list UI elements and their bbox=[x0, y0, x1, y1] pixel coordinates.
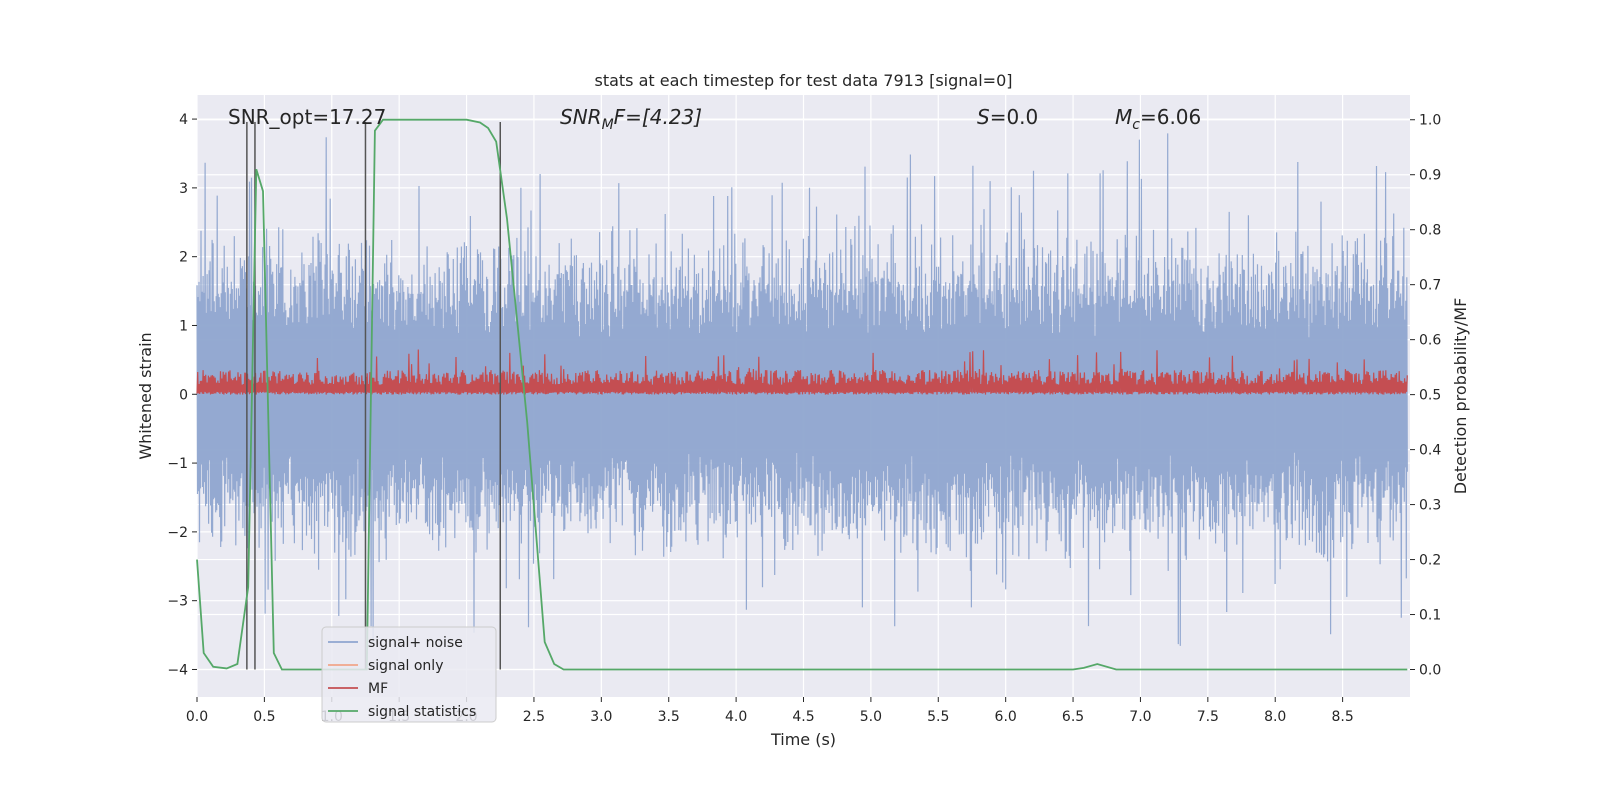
x-tick-label: 0.0 bbox=[186, 709, 208, 725]
x-tick-label: 5.0 bbox=[860, 709, 882, 725]
annotation-snr-mf-sub: M bbox=[602, 117, 614, 133]
y-left-tick-label: 0 bbox=[179, 387, 188, 403]
legend-entry: signal only bbox=[328, 658, 443, 674]
y-left-tick-label: 1 bbox=[179, 318, 188, 334]
y-left-tick-label: −3 bbox=[167, 594, 188, 610]
chart-title: stats at each timestep for test data 791… bbox=[594, 71, 1012, 90]
x-tick-label: 7.0 bbox=[1129, 709, 1151, 725]
annotation-s-rest: =0.0 bbox=[990, 105, 1039, 129]
annotation-mc: Mc=6.06 bbox=[1115, 105, 1201, 133]
y-left-tick-label: 4 bbox=[179, 112, 188, 128]
x-tick-label: 3.0 bbox=[590, 709, 612, 725]
y-left-tick-label: −1 bbox=[167, 456, 188, 472]
legend-label: signal only bbox=[368, 658, 443, 674]
y-axis-label-right: Detection probability/MF bbox=[1451, 298, 1470, 495]
y-right-tick-label: 1.0 bbox=[1419, 113, 1441, 129]
legend-entry: signal statistics bbox=[328, 704, 476, 720]
x-tick-label: 5.5 bbox=[927, 709, 949, 725]
annotation-s: S=0.0 bbox=[977, 105, 1038, 129]
y-right-tick-label: 0.1 bbox=[1419, 608, 1441, 624]
y-right-tick-label: 0.7 bbox=[1419, 278, 1441, 294]
x-tick-label: 6.5 bbox=[1062, 709, 1084, 725]
signal-statistics-line bbox=[196, 118, 1408, 671]
y-left-tick-label: −2 bbox=[167, 525, 188, 541]
x-tick-label: 8.5 bbox=[1331, 709, 1353, 725]
x-tick-label: 2.5 bbox=[523, 709, 545, 725]
y-left-tick-label: 2 bbox=[179, 250, 188, 266]
annotation-mc-rest: =6.06 bbox=[1140, 105, 1201, 129]
mf-series bbox=[196, 349, 1408, 395]
annotation-mc-main: M bbox=[1115, 105, 1132, 129]
y-left-tick-label: 3 bbox=[179, 181, 188, 197]
y-right-tick-label: 0.8 bbox=[1419, 223, 1441, 239]
mf-line bbox=[196, 349, 1408, 395]
legend-entry: MF bbox=[328, 681, 388, 697]
legend-box bbox=[321, 626, 497, 723]
annotation-mc-sub: c bbox=[1132, 117, 1140, 133]
legend-label: signal+ noise bbox=[368, 635, 463, 651]
y-right-tick-label: 0.6 bbox=[1419, 333, 1441, 349]
legend: signal+ noise signal only MF signal statist… bbox=[321, 626, 497, 723]
noise-series bbox=[196, 133, 1408, 646]
annotation-snr-mf-main: SNR bbox=[560, 105, 602, 129]
x-tick-label: 8.0 bbox=[1264, 709, 1286, 725]
y-right-tick-label: 0.3 bbox=[1419, 498, 1441, 514]
y-right-tick-label: 0.4 bbox=[1419, 443, 1441, 459]
x-tick-label: 6.0 bbox=[995, 709, 1017, 725]
y-right-tick-label: 0.2 bbox=[1419, 553, 1441, 569]
y-right-tick-label: 0.5 bbox=[1419, 388, 1441, 404]
x-tick-label: 3.5 bbox=[658, 709, 680, 725]
annotation-snr-opt: SNR_opt=17.27 bbox=[228, 105, 386, 129]
y-right-tick-label: 0.0 bbox=[1419, 663, 1441, 679]
annotation-s-main: S bbox=[977, 105, 990, 129]
signal-statistics-series bbox=[196, 118, 1408, 671]
x-axis-label: Time (s) bbox=[770, 730, 836, 749]
legend-entry: signal+ noise bbox=[328, 635, 463, 651]
x-tick-label: 4.5 bbox=[792, 709, 814, 725]
noise-line bbox=[196, 133, 1408, 646]
x-tick-label: 7.5 bbox=[1197, 709, 1219, 725]
y-right-tick-label: 0.9 bbox=[1419, 168, 1441, 184]
vertical-lines bbox=[246, 122, 501, 670]
legend-label: signal statistics bbox=[368, 704, 476, 720]
x-tick-label: 0.5 bbox=[253, 709, 275, 725]
y-axis-label-left: Whitened strain bbox=[136, 332, 155, 459]
x-tick-label: 4.0 bbox=[725, 709, 747, 725]
annotation-snr-mf: SNRMF=[4.23] bbox=[560, 105, 702, 133]
annotation-snr-mf-rest: F=[4.23] bbox=[614, 105, 702, 129]
y-left-tick-label: −4 bbox=[167, 662, 188, 678]
legend-label: MF bbox=[368, 681, 388, 697]
